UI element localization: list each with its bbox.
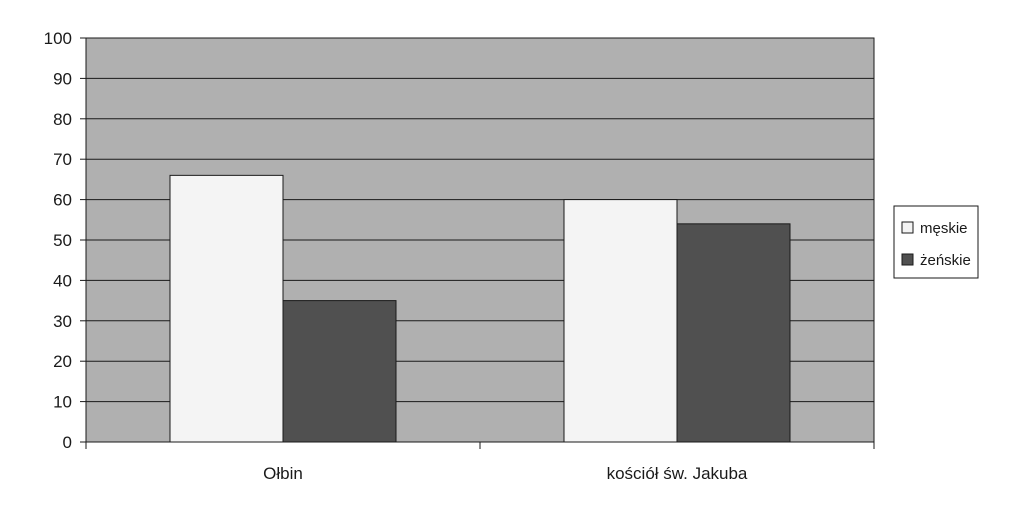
- x-axis: Ołbin kościół św. Jakuba: [85, 441, 875, 483]
- y-tick-label: 90: [53, 69, 72, 88]
- bar-zenskie: [282, 300, 397, 443]
- legend-label-zenskie: żeńskie: [920, 252, 971, 269]
- legend-swatch-zenskie: [901, 253, 914, 266]
- legend-swatch-meskie: [901, 221, 914, 234]
- y-tick-label: 60: [53, 191, 72, 210]
- legend: męskie żeńskie: [893, 205, 979, 279]
- x-category-label: Ołbin: [263, 464, 303, 483]
- bar-zenskie: [676, 223, 791, 443]
- y-tick-label: 0: [63, 433, 72, 452]
- x-category-label: kościół św. Jakuba: [607, 464, 748, 483]
- bar-meskie: [563, 199, 678, 443]
- y-tick-label: 40: [53, 271, 72, 290]
- y-tick-label: 20: [53, 352, 72, 371]
- y-tick-label: 10: [53, 393, 72, 412]
- y-tick-label: 80: [53, 110, 72, 129]
- bars: [169, 174, 791, 443]
- y-tick-label: 50: [53, 231, 72, 250]
- y-axis: 0 10 20 30 40 50 60 70 80 90 100: [44, 29, 87, 452]
- y-tick-label: 70: [53, 150, 72, 169]
- y-tick-label: 100: [44, 29, 72, 48]
- y-tick-label: 30: [53, 312, 72, 331]
- legend-box: [893, 205, 979, 279]
- legend-label-meskie: męskie: [920, 220, 968, 237]
- bar-meskie: [169, 174, 284, 443]
